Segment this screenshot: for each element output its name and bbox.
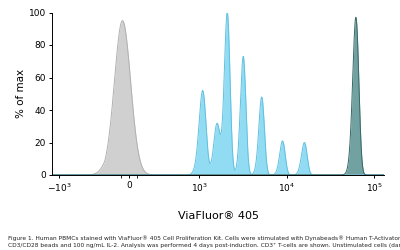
Text: ViaFluor® 405: ViaFluor® 405: [178, 211, 258, 221]
Y-axis label: % of max: % of max: [16, 69, 26, 118]
Text: Figure 1. Human PBMCs stained with ViaFluor® 405 Cell Proliferation Kit. Cells w: Figure 1. Human PBMCs stained with ViaFl…: [8, 236, 400, 248]
